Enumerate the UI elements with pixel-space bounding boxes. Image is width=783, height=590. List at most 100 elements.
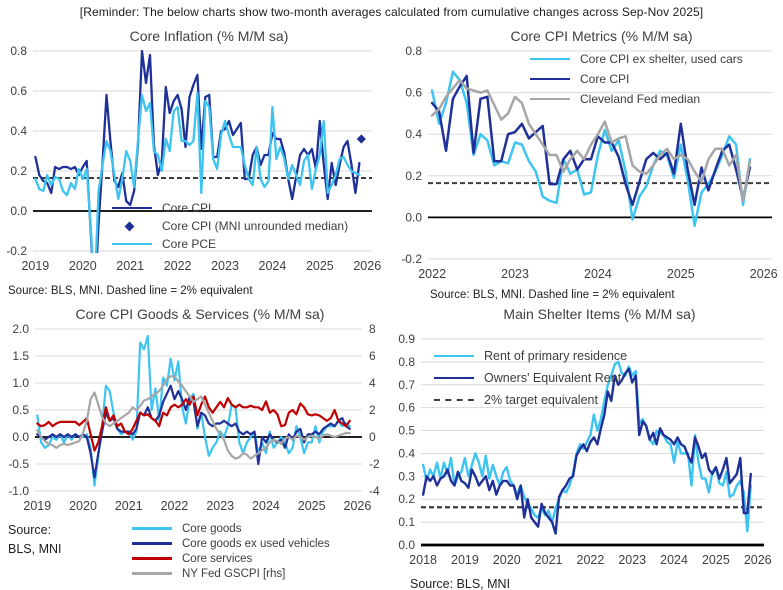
data-series-line bbox=[421, 367, 752, 535]
y-axis-tick-label: 0.2 bbox=[405, 169, 422, 183]
line-swatch-icon bbox=[132, 542, 172, 545]
x-axis-tick-label: 2025 bbox=[298, 499, 326, 513]
y2-axis-tick-label: 4 bbox=[369, 376, 376, 390]
chart-title: Core Inflation (% M/M sa) bbox=[129, 28, 289, 44]
legend-label: Core CPI bbox=[162, 201, 212, 215]
x-axis-tick-label: 2021 bbox=[116, 259, 144, 273]
x-axis-tick-label: 2025 bbox=[306, 259, 334, 273]
y-axis-tick-label: 0.0 bbox=[398, 538, 415, 552]
data-series-line bbox=[430, 70, 752, 227]
source-note: Source: BLS, MNI bbox=[8, 523, 62, 556]
legend-item: Rent of primary residence bbox=[432, 345, 627, 367]
y-axis-tick-label: 0.7 bbox=[398, 378, 415, 392]
legend-label: Core goods bbox=[182, 522, 242, 535]
chart-core-cpi-metrics: Core CPI Metrics (% M/M sa) 0.8 0.6 0.4 0.2… bbox=[392, 27, 783, 305]
y-axis-tick-label: 0.2 bbox=[10, 164, 27, 178]
y-axis-tick-label: -1.0 bbox=[8, 484, 29, 498]
legend-item: NY Fed GSCPI [rhs] bbox=[130, 566, 330, 581]
plot-area: 0.8 0.6 0.4 0.2 0.0 -0.2 2022 2023 2024 2025 2026 … bbox=[392, 44, 783, 285]
legend-label: Owners' Equivalent Rent bbox=[484, 371, 622, 385]
x-axis-tick-label: 2022 bbox=[418, 267, 446, 281]
y-axis-tick-label: 0.6 bbox=[398, 401, 415, 415]
y-axis-tick-label: 0.8 bbox=[398, 355, 415, 369]
legend-line-swatch bbox=[130, 557, 174, 560]
y2-axis-tick-label: -4 bbox=[369, 484, 380, 498]
legend-item: Core goods bbox=[130, 521, 330, 536]
y-axis-tick-label: 0.4 bbox=[398, 446, 415, 460]
y2-axis-tick-label: 6 bbox=[369, 349, 376, 363]
x-axis-tick-label: 2024 bbox=[259, 259, 287, 273]
x-axis-tick-label: 2023 bbox=[206, 499, 234, 513]
goods-services-line-chart: 2.0 1.5 1.0 0.5 0.0 -0.5 -1.0 8 6 4 2 0 -2 -4 2019 2020… bbox=[8, 322, 380, 513]
y-axis-tick-label: 2.0 bbox=[12, 322, 29, 336]
y-axis-tick-label: 0.3 bbox=[398, 469, 415, 483]
data-series-line bbox=[36, 395, 351, 452]
y-axis-tick-label: 0.8 bbox=[10, 44, 27, 58]
chart-legend: Rent of primary residence Owners' Equival… bbox=[432, 345, 627, 411]
y-axis-tick-label: 0.6 bbox=[405, 86, 422, 100]
chart-legend: Core CPI Core CPI (MNI unrounded median) C… bbox=[110, 199, 348, 253]
x-axis-tick-label: 2023 bbox=[211, 259, 239, 273]
chart-grid: Core Inflation (% M/M sa) 0.8 0.6 0.4 0.2 0.… bbox=[0, 27, 783, 590]
x-axis-tick-label: 2018 bbox=[409, 553, 437, 567]
x-axis-tick-label: 2024 bbox=[252, 499, 280, 513]
legend-item: Core CPI (MNI unrounded median) bbox=[110, 217, 348, 235]
data-series-line bbox=[34, 91, 361, 253]
diamond-data-point bbox=[356, 134, 366, 144]
y-axis-tick-label: 0.0 bbox=[12, 430, 29, 444]
y-axis-tick-label: 0.0 bbox=[10, 204, 27, 218]
x-axis-tick-label: 2026 bbox=[744, 553, 772, 567]
y-axis-tick-label: 0.1 bbox=[398, 515, 415, 529]
legend-label: Core services bbox=[182, 552, 253, 565]
x-axis-tick-label: 2023 bbox=[618, 553, 646, 567]
plot-area: 0.8 0.6 0.4 0.2 0.0 -0.2 2019 2020 2021 2022 2023 2… bbox=[0, 44, 392, 279]
x-axis-tick-label: 2024 bbox=[660, 553, 688, 567]
y-axis-tick-label: 0.6 bbox=[10, 84, 27, 98]
diamond-marker-icon bbox=[124, 221, 135, 231]
line-swatch-icon bbox=[530, 77, 570, 81]
legend-diamond-swatch bbox=[110, 221, 154, 231]
data-series-line bbox=[36, 375, 351, 460]
y2-axis-tick-label: 0 bbox=[369, 430, 376, 444]
x-axis-tick-label: 2021 bbox=[535, 553, 563, 567]
legend-item: 2% target equivalent bbox=[432, 389, 627, 411]
x-axis-tick-label: 2022 bbox=[577, 553, 605, 567]
x-axis-tick-label: 2019 bbox=[451, 553, 479, 567]
plot-area: 0.9 0.8 0.7 0.6 0.5 0.4 0.3 0.2 0.1 0.0 2018 2019 20… bbox=[392, 332, 783, 573]
x-axis-tick-label: 2019 bbox=[23, 499, 51, 513]
legend-line-swatch bbox=[130, 542, 174, 545]
line-swatch-icon bbox=[434, 354, 474, 358]
y-axis-tick-label: 0.8 bbox=[405, 44, 422, 58]
x-axis-tick-label: 2020 bbox=[493, 553, 521, 567]
chart-core-goods-services: Core CPI Goods & Services (% M/M sa) 2.0… bbox=[0, 305, 392, 590]
legend-label: Core CPI ex shelter, used cars bbox=[580, 52, 743, 66]
source-note: Source: BLS, MNI bbox=[410, 577, 511, 590]
legend-label: Rent of primary residence bbox=[484, 349, 628, 363]
legend-line-swatch bbox=[432, 376, 476, 380]
legend-item: Core CPI bbox=[110, 199, 348, 217]
x-axis-tick-label: 2025 bbox=[702, 553, 730, 567]
data-series-line bbox=[421, 360, 752, 533]
chart-title: Main Shelter Items (% M/M sa) bbox=[503, 306, 696, 322]
line-swatch-icon bbox=[530, 57, 570, 61]
y-axis-tick-label: 0.5 bbox=[12, 403, 29, 417]
line-swatch-icon bbox=[132, 572, 172, 575]
y-axis-tick-label: 0.4 bbox=[10, 124, 27, 138]
x-axis-tick-label: 2019 bbox=[21, 259, 49, 273]
x-axis-tick-label: 2026 bbox=[353, 259, 381, 273]
legend-line-swatch bbox=[432, 354, 476, 358]
y2-axis-tick-label: 2 bbox=[369, 403, 376, 417]
data-series-line bbox=[36, 334, 351, 487]
line-swatch-icon bbox=[132, 557, 172, 560]
source-note: Source: BLS, MNI. Dashed line = 2% equiv… bbox=[8, 285, 253, 297]
line-swatch-icon bbox=[530, 97, 570, 101]
x-axis-tick-label: 2026 bbox=[750, 267, 778, 281]
x-axis-tick-label: 2022 bbox=[161, 499, 189, 513]
chart-title: Core CPI Goods & Services (% M/M sa) bbox=[75, 306, 325, 322]
legend-line-swatch bbox=[130, 572, 174, 575]
plot-area: 2.0 1.5 1.0 0.5 0.0 -0.5 -1.0 8 6 4 2 0 -2 -4 2019 2020… bbox=[0, 322, 392, 519]
y-axis-tick-label: 0.9 bbox=[398, 332, 415, 346]
x-axis-tick-label: 2020 bbox=[69, 259, 97, 273]
